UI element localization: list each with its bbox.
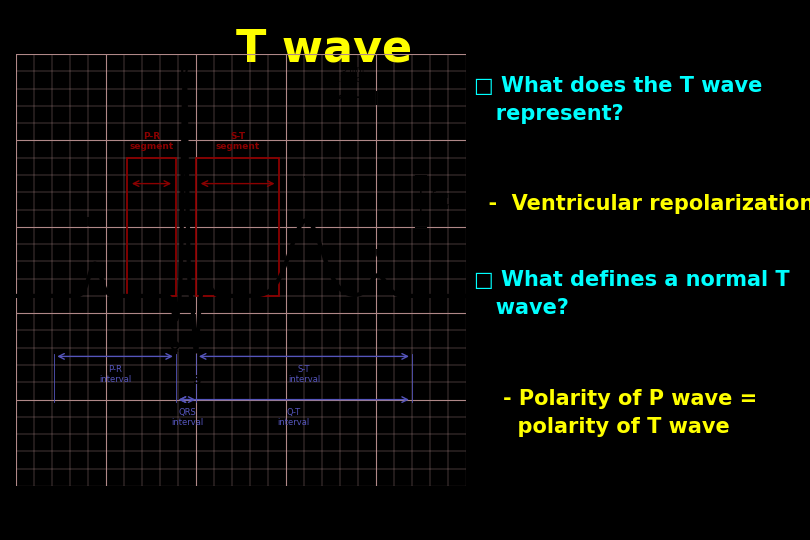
Text: T: T	[304, 175, 312, 188]
Text: P-R
segment: P-R segment	[130, 132, 173, 151]
Text: S-T
interval: S-T interval	[288, 365, 320, 384]
Text: T wave: T wave	[236, 27, 412, 70]
Text: 5 mm
0.2 second: 5 mm 0.2 second	[333, 65, 374, 84]
Text: P-R
interval: P-R interval	[99, 365, 131, 384]
Text: S-T
segment: S-T segment	[215, 132, 260, 151]
Bar	[196, 158, 279, 296]
Text: -  Ventricular repolarization: - Ventricular repolarization	[474, 194, 810, 214]
Text: □ What does the T wave
   represent?: □ What does the T wave represent?	[474, 76, 762, 124]
Text: U: U	[374, 248, 384, 261]
Text: □ What defines a normal T
   wave?: □ What defines a normal T wave?	[474, 270, 790, 318]
Text: R: R	[180, 67, 190, 80]
Text: 5 mm
0.5 mV: 5 mm 0.5 mV	[432, 191, 459, 211]
Text: Q-T
interval: Q-T interval	[278, 408, 310, 427]
Text: QRS
interval: QRS interval	[171, 408, 203, 427]
Text: S: S	[192, 374, 200, 387]
Text: Q: Q	[169, 339, 180, 352]
Text: P: P	[86, 216, 95, 229]
Bar	[127, 158, 176, 296]
Text: - Polarity of P wave =
      polarity of T wave: - Polarity of P wave = polarity of T wav…	[474, 389, 757, 437]
